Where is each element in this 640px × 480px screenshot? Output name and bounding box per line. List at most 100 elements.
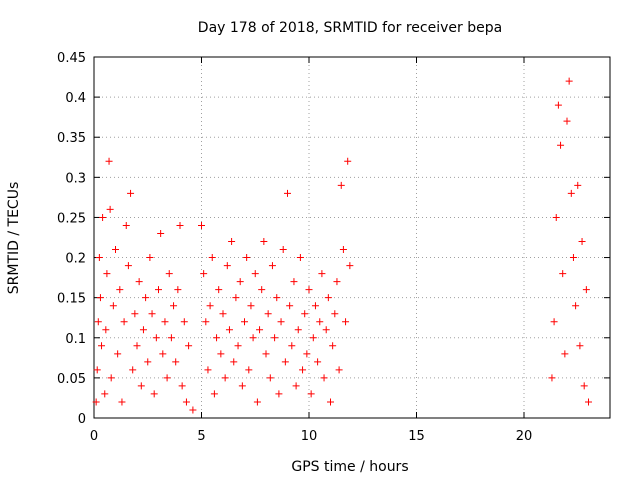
y-tick-label: 0.35 [57,131,86,146]
data-point [178,382,186,390]
data-point [303,350,311,358]
data-point [176,221,184,229]
data-point [112,246,119,254]
data-point [200,270,208,278]
data-point [262,350,270,358]
data-point [320,374,328,382]
chart-title: Day 178 of 2018, SRMTID for receiver bep… [198,20,502,36]
data-point [561,350,569,358]
data-point [102,326,110,334]
data-point [281,358,289,366]
data-point [253,398,261,406]
data-point [567,189,575,197]
data-point [223,262,231,270]
data-point [182,398,190,406]
data-point [180,318,188,326]
data-point [148,310,156,318]
data-point [331,310,339,318]
data-point [318,270,326,278]
data-point [129,366,137,374]
data-point [550,318,558,326]
data-point [131,310,139,318]
x-tick-label: 20 [516,429,533,444]
data-point [251,270,259,278]
data-point [208,254,216,262]
data-point [150,390,158,398]
data-point [95,254,103,262]
data-point [204,366,212,374]
data-point [135,278,143,286]
data-point [98,342,106,350]
y-tick-label: 0.05 [57,372,86,387]
data-point [585,398,592,406]
data-point [311,302,319,310]
data-point [264,310,272,318]
y-tick-label: 0 [78,412,86,427]
data-point [101,390,109,398]
data-point [157,229,165,237]
data-point [582,286,590,294]
data-point [292,382,300,390]
data-point [127,189,135,197]
data-point [552,213,560,221]
data-point [106,205,114,213]
data-point [277,318,285,326]
data-point [284,189,291,197]
data-point [299,366,307,374]
data-point [339,246,347,254]
data-point [565,77,573,85]
data-point [569,254,577,262]
data-point [322,326,330,334]
data-point [198,221,205,229]
data-point [120,318,128,326]
data-point [161,318,169,326]
data-point [144,358,152,366]
data-point [213,334,221,342]
data-point [335,366,343,374]
data-point [256,326,264,334]
data-point [296,254,304,262]
data-point [139,326,147,334]
data-point [206,302,214,310]
data-point [133,342,141,350]
data-point [327,398,334,406]
data-point [307,390,315,398]
data-point [243,254,251,262]
data-point [333,278,341,286]
y-tick-label: 0.45 [57,51,86,66]
data-point [314,358,322,366]
x-tick-label: 15 [408,429,425,444]
y-tick-label: 0.2 [65,252,86,267]
data-point [96,294,104,302]
data-point [107,374,115,382]
data-point [137,382,145,390]
data-point [342,318,350,326]
data-point [92,398,100,406]
data-point [225,326,233,334]
data-point [578,238,586,246]
x-tick-label: 10 [301,429,318,444]
y-tick-label: 0.1 [65,332,86,347]
data-point [548,374,556,382]
data-point [142,294,150,302]
data-point [116,286,124,294]
x-tick-label: 0 [90,429,98,444]
data-point [271,334,279,342]
data-point [249,334,257,342]
data-point [202,318,210,326]
data-point [580,382,588,390]
data-point [572,302,580,310]
y-axis-title: SRMTID / TECUs [6,182,22,295]
data-point [99,213,107,221]
data-point [309,334,317,342]
data-point [559,270,567,278]
data-point [574,181,582,189]
data-point [167,334,175,342]
data-point [172,358,180,366]
y-tick-label: 0.4 [65,91,86,106]
data-point [215,286,223,294]
y-tick-label: 0.3 [65,171,86,186]
data-point [301,310,309,318]
data-point [236,278,244,286]
